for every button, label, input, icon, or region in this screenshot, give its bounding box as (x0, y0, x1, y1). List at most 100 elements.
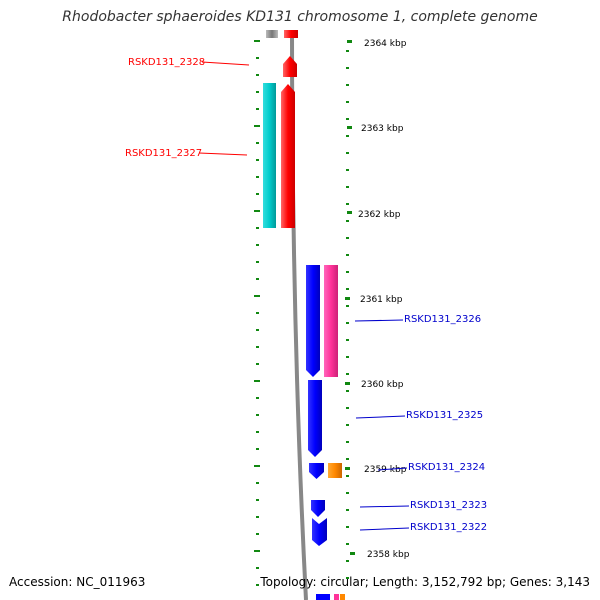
feature-orange (328, 463, 342, 478)
tick-mark (346, 509, 349, 511)
tick-mark (254, 550, 260, 552)
tick-mark (256, 533, 259, 535)
tick-mark (256, 108, 259, 110)
tick-mark (346, 322, 349, 324)
gene-arrow-rskd131-2325[interactable] (308, 380, 322, 457)
tick-mark (346, 288, 349, 290)
tick-mark (346, 577, 349, 579)
tick-mark (254, 295, 260, 297)
tick-mark (256, 261, 259, 263)
gene-label-rskd131-2322[interactable]: RSKD131_2322 (410, 522, 487, 533)
scale-label-2362: 2362 kbp (358, 210, 401, 220)
tick-mark (254, 125, 260, 127)
gene-arrow-rskd131-2328[interactable] (283, 56, 297, 77)
tick-mark (346, 271, 349, 273)
gene-label-rskd131-2323[interactable]: RSKD131_2323 (410, 500, 487, 511)
tick-mark (346, 339, 349, 341)
feature-top-grey (266, 30, 278, 38)
tick-mark (256, 346, 259, 348)
tick-mark (256, 244, 259, 246)
tick-mark (346, 526, 349, 528)
map-title: Rhodobacter sphaeroides KD131 chromosome… (62, 9, 538, 25)
tick-mark (256, 278, 259, 280)
tick-mark (346, 458, 349, 460)
scale-label-2361: 2361 kbp (360, 295, 403, 305)
tick-mark (346, 305, 349, 307)
tick-mark (346, 492, 349, 494)
tick-track-left (254, 40, 260, 586)
tick-mark (256, 363, 259, 365)
tick-mark (256, 584, 259, 586)
tick-mark (254, 40, 260, 42)
tick-mark (346, 390, 349, 392)
tick-mark (256, 414, 259, 416)
feature-top-red (284, 30, 298, 38)
tick-mark (346, 560, 349, 562)
tick-mark (346, 441, 349, 443)
tick-mark (256, 431, 259, 433)
tick-mark (256, 448, 259, 450)
tick-mark (346, 424, 349, 426)
gene-label-rskd131-2325[interactable]: RSKD131_2325 (406, 410, 483, 421)
tick-mark (254, 210, 260, 212)
tick-mark (256, 329, 259, 331)
scale-label-2360: 2360 kbp (361, 380, 404, 390)
tick-track-right (346, 50, 349, 579)
tick-mark (346, 220, 349, 222)
gene-arrow-rskd131-2322[interactable] (312, 518, 327, 546)
scale-labels: 2364 kbp 2363 kbp 2362 kbp 2361 kbp 2360… (345, 39, 410, 560)
tick-mark (256, 176, 259, 178)
tick-mark (346, 373, 349, 375)
tick-mark (256, 74, 259, 76)
tick-mark (346, 118, 349, 120)
topology-label: Topology: circular; Length: 3,152,792 bp… (260, 575, 590, 589)
scale-label-2363: 2363 kbp (361, 124, 404, 134)
tick-mark (254, 380, 260, 382)
tick-mark (256, 312, 259, 314)
tick-mark (346, 407, 349, 409)
tick-mark (346, 101, 349, 103)
tick-mark (346, 475, 349, 477)
tick-mark (256, 193, 259, 195)
tick-mark (346, 543, 349, 545)
feature-bottom-pink (334, 594, 339, 600)
gene-label-rskd131-2326[interactable]: RSKD131_2326 (404, 314, 481, 325)
gene-arrow-rskd131-2324[interactable] (309, 463, 324, 479)
gene-labels-left: RSKD131_2328 RSKD131_2327 (125, 57, 250, 159)
tick-mark (346, 169, 349, 171)
tick-mark (346, 356, 349, 358)
tick-mark (346, 254, 349, 256)
tick-mark (256, 57, 259, 59)
accession-label: Accession: NC_011963 (9, 575, 146, 589)
tick-mark (346, 152, 349, 154)
gene-arrow-rskd131-2326[interactable] (306, 265, 320, 377)
tick-mark (254, 465, 260, 467)
tick-mark (346, 203, 349, 205)
tick-mark (346, 84, 349, 86)
tick-mark (256, 159, 259, 161)
tick-mark (346, 186, 349, 188)
tick-mark (346, 135, 349, 137)
feature-bottom-orange (340, 594, 345, 600)
tick-mark (256, 397, 259, 399)
gene-label-rskd131-2324[interactable]: RSKD131_2324 (408, 462, 485, 473)
feature-cyan (263, 83, 276, 228)
tick-mark (346, 50, 349, 52)
gene-label-rskd131-2328[interactable]: RSKD131_2328 (128, 57, 205, 68)
tick-mark (256, 499, 259, 501)
tick-mark (346, 237, 349, 239)
gene-labels-right: RSKD131_2326 RSKD131_2325 RSKD131_2324 R… (354, 314, 487, 533)
tick-mark (346, 67, 349, 69)
scale-label-2364: 2364 kbp (364, 39, 407, 49)
tick-mark (256, 142, 259, 144)
tick-mark (256, 516, 259, 518)
feature-bottom-blue (316, 594, 330, 600)
scale-label-2359: 2359 kbp (364, 465, 407, 475)
gene-arrow-rskd131-2323[interactable] (311, 500, 325, 517)
gene-arrow-rskd131-2327[interactable] (281, 84, 295, 228)
tick-mark (256, 482, 259, 484)
scale-label-2358: 2358 kbp (367, 550, 410, 560)
tick-mark (256, 227, 259, 229)
gene-label-rskd131-2327[interactable]: RSKD131_2327 (125, 148, 202, 159)
